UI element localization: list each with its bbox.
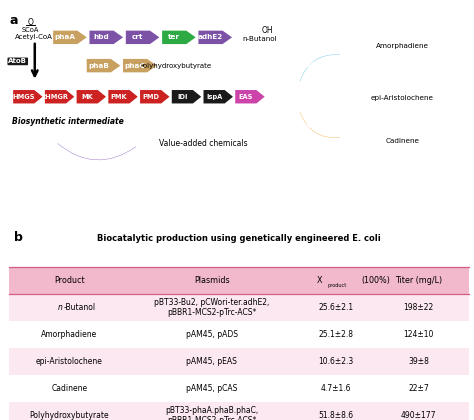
Text: a: a (9, 14, 18, 27)
Text: 39±8: 39±8 (408, 357, 429, 366)
Text: 198±22: 198±22 (403, 303, 434, 312)
Bar (9, 348, 469, 375)
Text: Acetyl-CoA: Acetyl-CoA (14, 34, 52, 40)
Polygon shape (53, 31, 87, 44)
FancyArrowPatch shape (300, 55, 340, 81)
Text: 25.1±2.8: 25.1±2.8 (319, 330, 354, 339)
Text: phaB: phaB (88, 63, 109, 68)
Text: crt: crt (132, 34, 144, 40)
Polygon shape (77, 90, 106, 103)
Text: Titer (mg/L): Titer (mg/L) (395, 276, 442, 285)
Text: n: n (57, 303, 63, 312)
Text: O: O (27, 18, 33, 27)
Text: MK: MK (82, 94, 93, 100)
Text: phaC: phaC (125, 63, 146, 68)
Polygon shape (45, 90, 74, 103)
Polygon shape (203, 90, 233, 103)
Text: 124±10: 124±10 (403, 330, 434, 339)
Text: Amorphadiene: Amorphadiene (376, 43, 429, 49)
Text: Biocatalytic production using genetically engineered E. coli: Biocatalytic production using geneticall… (98, 234, 381, 243)
Bar (9, 402, 469, 420)
Text: PMD: PMD (142, 94, 159, 100)
Text: CAS: CAS (300, 123, 317, 129)
Text: AtoB: AtoB (9, 58, 27, 64)
Polygon shape (109, 90, 138, 103)
Text: Biosynthetic intermediate: Biosynthetic intermediate (12, 117, 124, 126)
Text: phaA: phaA (55, 34, 76, 40)
Text: 22±7: 22±7 (408, 384, 429, 393)
Text: -Butanol: -Butanol (64, 303, 96, 312)
Bar (9, 294, 469, 321)
Polygon shape (199, 31, 232, 44)
Text: hbd: hbd (94, 34, 109, 40)
FancyArrowPatch shape (300, 112, 340, 138)
Text: IDI: IDI (177, 94, 188, 100)
Bar (9, 375, 469, 402)
Text: HMGS: HMGS (12, 94, 35, 100)
Polygon shape (162, 31, 196, 44)
Text: ter: ter (168, 34, 180, 40)
Polygon shape (235, 90, 264, 103)
Text: Amorphadiene: Amorphadiene (41, 330, 97, 339)
Text: Value-added chemicals: Value-added chemicals (159, 139, 247, 148)
Text: 4.7±1.6: 4.7±1.6 (321, 384, 351, 393)
Text: Cadinene: Cadinene (385, 138, 419, 144)
Text: X: X (317, 276, 323, 285)
Text: Polyhydroxybutyrate: Polyhydroxybutyrate (139, 63, 211, 68)
Text: OH: OH (261, 26, 273, 35)
Text: epi-Aristolochene: epi-Aristolochene (36, 357, 103, 366)
Polygon shape (123, 59, 156, 72)
Text: Product: Product (54, 276, 84, 285)
Bar (9, 267, 469, 294)
Text: pBT33-Bu2, pCWori-ter.adhE2,
pBBR1-MCS2-pTrc-ACS*: pBT33-Bu2, pCWori-ter.adhE2, pBBR1-MCS2-… (154, 297, 270, 317)
Text: ADS: ADS (300, 62, 317, 68)
Polygon shape (90, 31, 123, 44)
Text: tHMGR: tHMGR (43, 94, 68, 100)
Polygon shape (87, 59, 120, 72)
Text: PMK: PMK (110, 94, 127, 100)
Text: 51.8±8.6: 51.8±8.6 (319, 411, 354, 420)
Text: product: product (328, 283, 347, 288)
Text: pAM45, pCAS: pAM45, pCAS (186, 384, 237, 393)
Text: (100%): (100%) (361, 276, 390, 285)
Text: 25.6±2.1: 25.6±2.1 (319, 303, 354, 312)
Text: 10.6±2.3: 10.6±2.3 (319, 357, 354, 366)
Text: adhE2: adhE2 (198, 34, 223, 40)
Text: Cadinene: Cadinene (51, 384, 87, 393)
Text: n-Butanol: n-Butanol (243, 36, 277, 42)
Text: EAS: EAS (238, 94, 253, 100)
Polygon shape (13, 90, 43, 103)
Polygon shape (172, 90, 201, 103)
Text: IspA: IspA (206, 94, 222, 100)
FancyArrowPatch shape (57, 143, 136, 160)
Text: b: b (14, 231, 23, 244)
Text: pBT33-phaA.phaB.phaC,
pBBR1-MCS2-pTrc-ACS*: pBT33-phaA.phaB.phaC, pBBR1-MCS2-pTrc-AC… (165, 406, 258, 420)
Text: pAM45, pEAS: pAM45, pEAS (186, 357, 237, 366)
Text: pAM45, pADS: pAM45, pADS (186, 330, 238, 339)
Text: Polyhydroxybutyrate: Polyhydroxybutyrate (29, 411, 109, 420)
Text: SCoA: SCoA (21, 26, 39, 33)
Text: epi-Aristolochene: epi-Aristolochene (371, 95, 434, 101)
Text: Plasmids: Plasmids (194, 276, 229, 285)
Polygon shape (140, 90, 170, 103)
Bar (9, 321, 469, 348)
Text: 490±177: 490±177 (401, 411, 437, 420)
Polygon shape (126, 31, 159, 44)
